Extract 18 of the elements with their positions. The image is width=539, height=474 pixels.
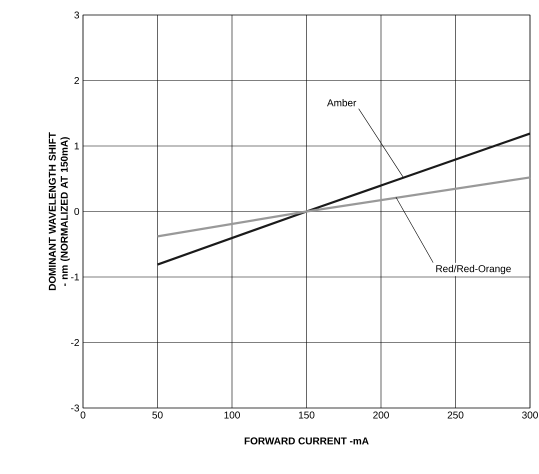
x-tick-label: 200: [373, 412, 389, 419]
x-axis-title: FORWARD CURRENT -mA: [244, 437, 369, 444]
x-tick-label: 50: [152, 412, 163, 419]
x-tick-label: 0: [80, 412, 86, 419]
y-tick-label: 1: [74, 142, 79, 150]
y-axis-title: DOMINANT WAVELENGTH SHIFT - nm (NORMALIZED AT 150mA): [48, 132, 70, 290]
y-tick-label: 3: [74, 11, 80, 19]
annotation: Amber: [327, 99, 356, 106]
y-tick-label: 2: [74, 77, 79, 84]
y-tick-label: 0: [74, 208, 80, 216]
annotation: Red/Red-Orange: [436, 264, 511, 274]
y-tick-label: -2: [71, 339, 79, 346]
y-tick-label: -1: [71, 274, 79, 280]
x-tick-label: 250: [448, 412, 464, 419]
x-tick-label: 100: [224, 412, 240, 419]
x-tick-label: 300: [522, 412, 538, 419]
x-tick-label: 150: [298, 412, 314, 419]
y-tick-label: -3: [71, 404, 80, 412]
